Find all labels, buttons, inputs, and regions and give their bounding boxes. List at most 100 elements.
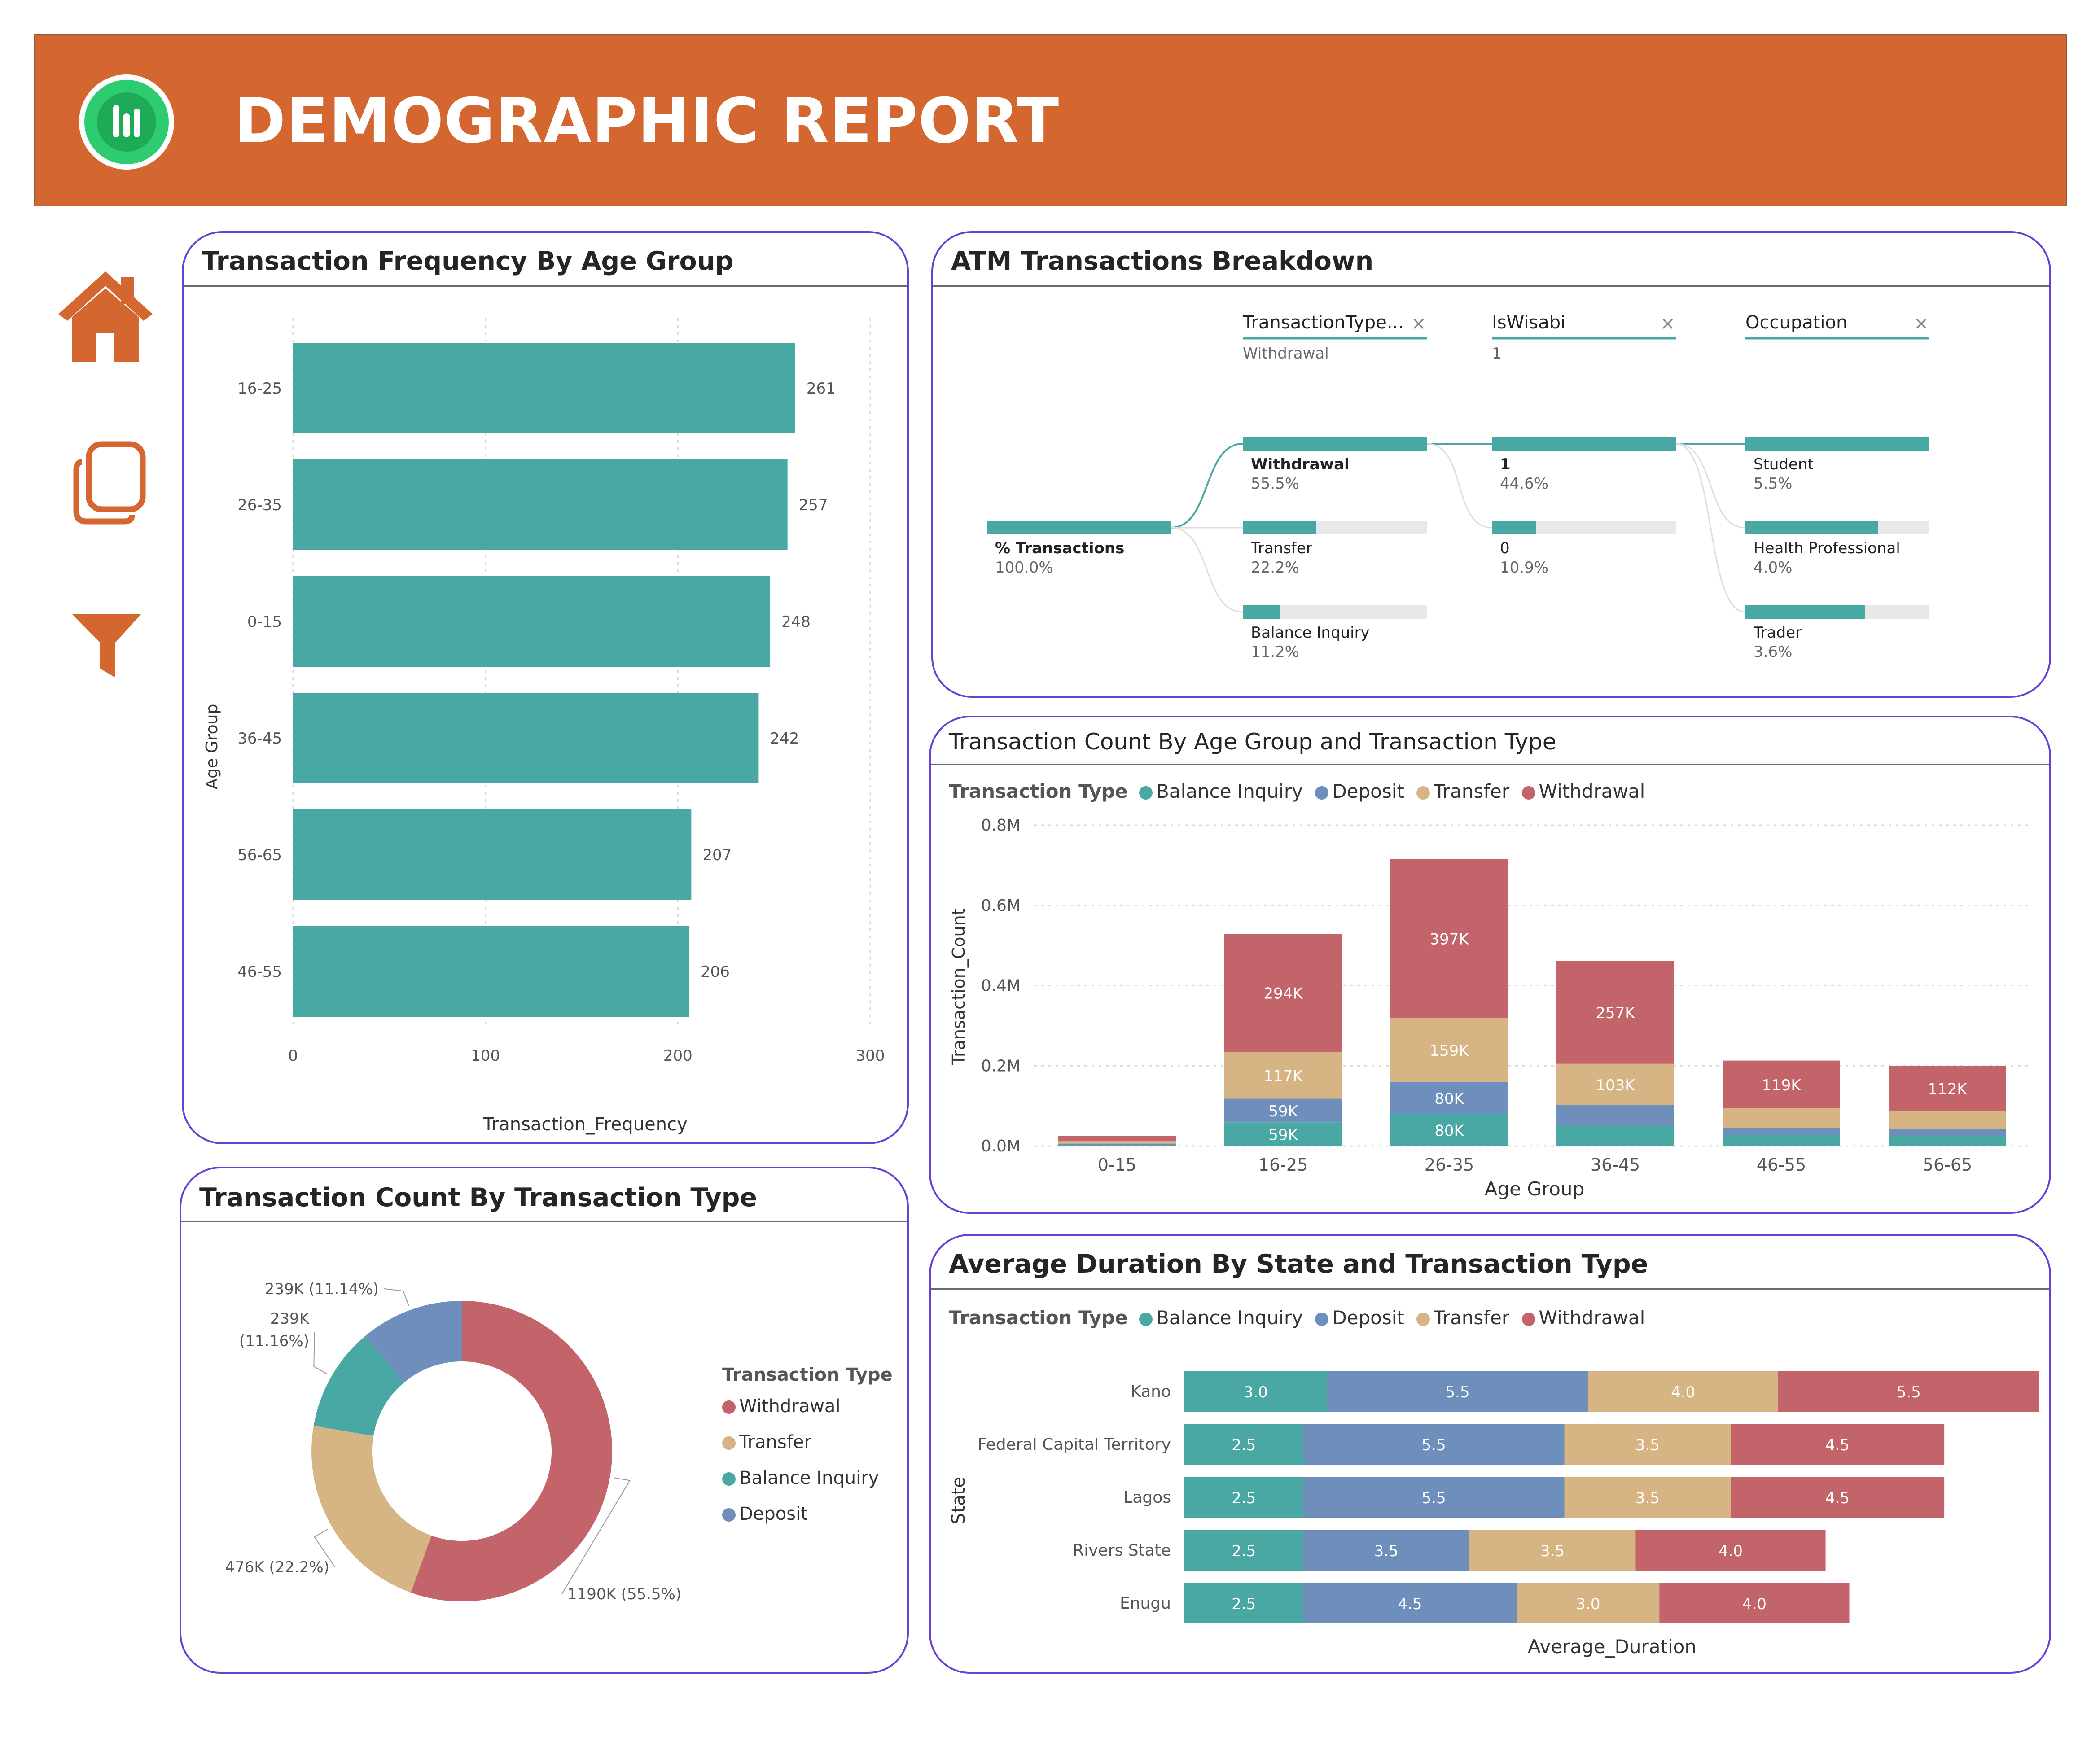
donut-slice[interactable] — [365, 1301, 462, 1383]
home-icon[interactable] — [54, 267, 157, 366]
bar-segment[interactable] — [1058, 1136, 1176, 1142]
legend-item-withdrawal[interactable]: Withdrawal — [722, 1388, 893, 1424]
bar-segment[interactable] — [1889, 1111, 2006, 1129]
bar-segment[interactable] — [1723, 1128, 1840, 1135]
bar-segment[interactable] — [1224, 1051, 1342, 1099]
legend-item-transfer[interactable]: Transfer — [1416, 1307, 1509, 1329]
legend-item-balance-inquiry[interactable]: Balance Inquiry — [1139, 780, 1303, 802]
tree-node-bar[interactable] — [1243, 437, 1427, 451]
bar-segment[interactable] — [1390, 859, 1508, 1018]
bar-segment[interactable] — [1723, 1135, 1840, 1146]
bar[interactable] — [293, 926, 690, 1017]
tree-node-bar[interactable] — [1243, 521, 1316, 534]
bar[interactable] — [293, 459, 788, 550]
legend-item-balance-inquiry[interactable]: Balance Inquiry — [1139, 1307, 1303, 1329]
tree-node-bar[interactable] — [1243, 605, 1280, 619]
bar-segment[interactable] — [1327, 1371, 1588, 1412]
bar-segment[interactable] — [1303, 1583, 1517, 1623]
tree-node-bar[interactable] — [1745, 521, 1878, 534]
age-frequency-chart: Age Group Transaction_Frequency 0 100 200 3… — [203, 318, 885, 1135]
bar-segment[interactable] — [1588, 1371, 1778, 1412]
y-tick-label: 26-35 — [237, 496, 282, 514]
legend-item-deposit[interactable]: Deposit — [1315, 1307, 1404, 1329]
tree-node-bar[interactable] — [1492, 521, 1536, 534]
bar-segment[interactable] — [1390, 1018, 1508, 1082]
data-label: 4.0 — [1671, 1383, 1695, 1401]
bar-segment[interactable] — [1184, 1424, 1303, 1465]
bar-segment[interactable] — [1778, 1371, 2039, 1412]
bar[interactable] — [293, 693, 759, 783]
bar-segment[interactable] — [1224, 934, 1342, 1052]
bar[interactable] — [293, 343, 795, 433]
bar-segment[interactable] — [1390, 1114, 1508, 1146]
bar-segment[interactable] — [1303, 1424, 1565, 1465]
legend-title: Transaction Type — [722, 1365, 893, 1385]
bar-segment[interactable] — [1635, 1530, 1826, 1571]
level-header[interactable]: Occupation — [1745, 312, 1847, 333]
close-icon[interactable]: × — [1411, 313, 1426, 334]
tree-node-bar[interactable] — [987, 521, 1171, 534]
tree-node-bar[interactable] — [1745, 605, 1865, 619]
close-icon[interactable]: × — [1660, 313, 1675, 334]
bar-segment[interactable] — [1659, 1583, 1850, 1623]
bar-segment[interactable] — [1303, 1477, 1565, 1518]
bar-segment[interactable] — [1469, 1530, 1636, 1571]
legend-item-withdrawal[interactable]: Withdrawal — [1521, 1307, 1645, 1329]
legend-item-transfer[interactable]: Transfer — [1416, 780, 1509, 802]
legend-item-balance-inquiry[interactable]: Balance Inquiry — [722, 1460, 893, 1496]
bar-segment[interactable] — [1723, 1060, 1840, 1108]
filter-icon[interactable] — [70, 610, 144, 682]
bar-segment[interactable] — [1564, 1477, 1731, 1518]
donut-slice[interactable] — [313, 1336, 404, 1436]
tree-node-bar[interactable] — [1492, 437, 1676, 451]
level-filter-value: 1 — [1492, 345, 1502, 363]
bar-segment[interactable] — [1517, 1583, 1660, 1623]
bar-segment[interactable] — [1058, 1145, 1176, 1146]
bar-segment[interactable] — [1224, 1122, 1342, 1146]
bar-segment[interactable] — [1058, 1143, 1176, 1145]
bar-segment[interactable] — [1058, 1141, 1176, 1144]
bar-segment[interactable] — [1184, 1530, 1303, 1571]
bar[interactable] — [293, 576, 771, 667]
bar-segment[interactable] — [1889, 1066, 2006, 1111]
legend-item-withdrawal[interactable]: Withdrawal — [1521, 780, 1645, 802]
leader-line — [561, 1477, 631, 1594]
tree-node-bar[interactable] — [1745, 437, 1929, 451]
level-header[interactable]: TransactionType... — [1242, 312, 1404, 333]
donut-slice[interactable] — [411, 1301, 612, 1601]
bar-segment[interactable] — [1889, 1129, 2006, 1136]
bar[interactable] — [293, 809, 692, 900]
data-label: 239K (11.14%) — [265, 1280, 379, 1298]
legend-item-deposit[interactable]: Deposit — [722, 1496, 893, 1532]
bar-segment[interactable] — [1556, 1105, 1674, 1126]
bar-segment[interactable] — [1556, 1126, 1674, 1146]
bar-segment[interactable] — [1184, 1583, 1303, 1623]
data-label: 294K — [1263, 985, 1303, 1003]
bar-segment[interactable] — [1184, 1371, 1327, 1412]
tree-node-label: Health Professional — [1754, 539, 1900, 557]
level-header[interactable]: IsWisabi — [1492, 312, 1565, 333]
bar-segment[interactable] — [1184, 1477, 1303, 1518]
bar-segment[interactable] — [1556, 961, 1674, 1064]
decomposition-tree[interactable]: TransactionType... × Withdrawal IsWisabi × 1 O… — [933, 233, 2049, 696]
close-icon[interactable]: × — [1914, 313, 1929, 334]
bar-segment[interactable] — [1390, 1082, 1508, 1114]
bar-segment[interactable] — [1723, 1108, 1840, 1128]
data-label: (11.16%) — [239, 1332, 309, 1350]
bar-segment[interactable] — [1224, 1098, 1342, 1123]
pages-icon[interactable] — [72, 440, 148, 525]
bar-segment[interactable] — [1889, 1136, 2006, 1146]
legend-item-deposit[interactable]: Deposit — [1315, 780, 1404, 802]
tree-node-label: Withdrawal — [1251, 455, 1350, 473]
data-label: 5.5 — [1422, 1436, 1446, 1454]
bar-segment[interactable] — [1303, 1530, 1469, 1571]
y-tick-label: Federal Capital Territory — [978, 1435, 1171, 1454]
bar-segment[interactable] — [1564, 1424, 1731, 1465]
legend-item-transfer[interactable]: Transfer — [722, 1424, 893, 1460]
bar-segment[interactable] — [1730, 1424, 1945, 1465]
y-tick-label: 0.8M — [981, 816, 1021, 835]
bar-segment[interactable] — [1556, 1063, 1674, 1105]
donut-slice[interactable] — [311, 1426, 432, 1593]
bar-segment[interactable] — [1730, 1477, 1945, 1518]
tree-node-value: 4.0% — [1754, 559, 1792, 577]
